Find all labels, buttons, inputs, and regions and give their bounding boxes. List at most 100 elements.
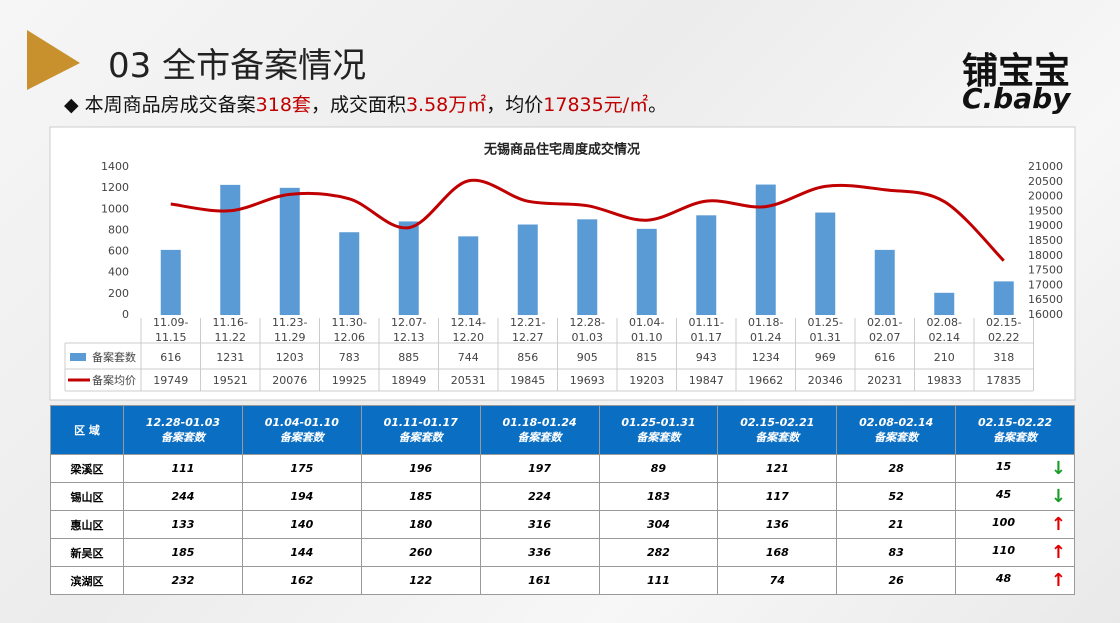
y2-tick-label: 17000: [1028, 278, 1063, 291]
x-tick-line: 02.01-: [867, 316, 902, 329]
cell: 194: [241, 482, 362, 511]
y2-tick-label: 19500: [1028, 204, 1063, 217]
table-value: 19845: [510, 374, 545, 387]
table-value: 616: [874, 351, 895, 364]
x-tick-line: 12.13: [393, 331, 425, 344]
cell: 117: [717, 482, 838, 511]
cell: 185: [360, 482, 481, 511]
table-value: 19521: [213, 374, 248, 387]
table-value: 17835: [986, 374, 1021, 387]
table-value: 19833: [927, 374, 962, 387]
x-tick-line: 02.07: [869, 331, 901, 344]
table-value: 20231: [867, 374, 902, 387]
x-tick-label: 12.07- 12.13: [391, 316, 426, 344]
x-tick-line: 11.23-: [272, 316, 307, 329]
chart-frame: [49, 126, 1076, 401]
y-tick-label: 800: [108, 223, 129, 236]
cell: 121: [717, 454, 838, 483]
table-value: 885: [398, 351, 419, 364]
x-tick-line: 02.14: [929, 331, 961, 344]
table-value: 210: [934, 351, 955, 364]
bar: [577, 219, 598, 315]
cell: 161: [479, 566, 600, 595]
y2-tick-label: 18500: [1028, 234, 1063, 247]
bar: [696, 215, 717, 315]
cell: 185: [123, 538, 243, 567]
y-tick-label: 1000: [101, 202, 129, 215]
cell: 111: [598, 566, 719, 595]
bar: [160, 249, 181, 315]
x-tick-label: 11.30- 12.06: [332, 316, 367, 344]
x-tick-label: 01.11- 01.17: [689, 316, 724, 344]
header-cell: 12.28-01.03 备案套数: [123, 405, 243, 455]
period: 01.18-01.24: [502, 415, 577, 429]
t: 。: [648, 94, 668, 116]
y-tick-label: 1400: [101, 160, 129, 173]
cell: 28: [836, 454, 957, 483]
cell: 282: [598, 538, 719, 567]
header-cell: 02.15-02.21 备案套数: [717, 405, 838, 455]
bar: [458, 236, 479, 315]
x-tick-line: 01.03: [572, 331, 604, 344]
table-value: 905: [577, 351, 598, 364]
region: 锡山区: [50, 482, 124, 511]
table-value: 1234: [752, 351, 780, 364]
table-value: 744: [458, 351, 479, 364]
t: ，均价: [486, 94, 544, 116]
cell: 89: [598, 454, 719, 483]
trend-arrow: ↓: [1050, 457, 1066, 479]
sublabel: 备案套数: [517, 430, 562, 444]
table-value: 1231: [216, 351, 244, 364]
header-cell: 01.11-01.17 备案套数: [360, 405, 481, 455]
x-tick-line: 01.10: [631, 331, 663, 344]
legend-swatch: [70, 353, 86, 361]
period: 01.04-01.10: [264, 415, 339, 429]
table-value: 783: [339, 351, 360, 364]
bar: [993, 281, 1014, 315]
cell: 260: [360, 538, 481, 567]
x-tick-line: 01.25-: [808, 316, 843, 329]
period: 12.28-01.03: [145, 415, 221, 429]
x-tick-label: 02.15- 02.22: [986, 316, 1021, 344]
x-tick-line: 11.16-: [213, 316, 248, 329]
cell: 100 ↑: [955, 510, 1075, 539]
table-value: 856: [517, 351, 538, 364]
x-tick-line: 12.07-: [391, 316, 426, 329]
legend-label: 备案均价: [92, 373, 136, 387]
cell: 304: [598, 510, 719, 539]
cell: 232: [123, 566, 243, 595]
row: 锡山区 244 194 185 224 183 117 52 45 ↓: [50, 482, 1075, 511]
header-cell: 01.25-01.31 备案套数: [598, 405, 719, 455]
y2-tick-label: 18000: [1028, 249, 1063, 262]
table-value: 19693: [570, 374, 605, 387]
sublabel: 备案套数: [755, 430, 800, 444]
t: 17835元/㎡: [543, 94, 649, 116]
cell: 336: [479, 538, 600, 567]
cell: 224: [479, 482, 600, 511]
x-tick-line: 11.22: [215, 331, 247, 344]
cell: 168: [717, 538, 838, 567]
x-tick-line: 11.30-: [332, 316, 367, 329]
x-tick-label: 01.04- 01.10: [629, 316, 664, 344]
x-tick-line: 12.21-: [510, 316, 545, 329]
t: 318套: [255, 94, 311, 116]
x-tick-line: 01.24: [750, 331, 782, 344]
cell: 110 ↑: [955, 538, 1075, 567]
row: 滨湖区 232 162 122 161 111 74 26 48 ↑: [50, 566, 1075, 595]
y-tick-label: 0: [122, 308, 129, 321]
table-value: 20531: [451, 374, 486, 387]
header-cell: 01.04-01.10 备案套数: [241, 405, 362, 455]
region: 梁溪区: [50, 454, 124, 483]
x-tick-label: 01.18- 01.24: [748, 316, 783, 344]
x-tick-label: 01.25- 01.31: [808, 316, 843, 344]
table-value: 943: [696, 351, 717, 364]
trend-arrow: ↑: [1050, 541, 1066, 563]
cell: 175: [241, 454, 362, 483]
x-tick-line: 11.15: [155, 331, 187, 344]
cell: 180: [360, 510, 481, 539]
x-tick-line: 12.14-: [451, 316, 486, 329]
bar: [636, 228, 657, 315]
header-cell: 区 域: [50, 405, 124, 455]
sublabel: 备案套数: [398, 430, 443, 444]
t: 本周商品房成交备案: [84, 94, 256, 116]
